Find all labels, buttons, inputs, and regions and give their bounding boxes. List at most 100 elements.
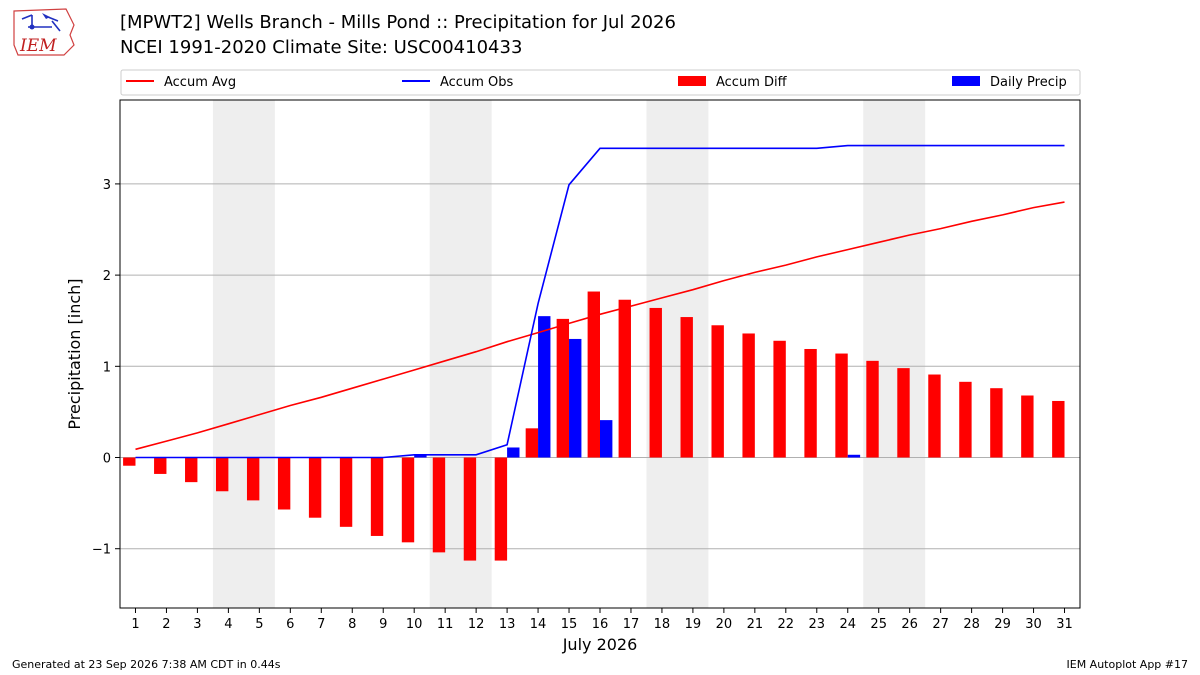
x-tick-label: 13	[499, 617, 516, 632]
x-tick-label: 9	[379, 617, 387, 632]
x-tick-label: 31	[1056, 617, 1073, 632]
daily-precip-bar	[414, 454, 427, 458]
x-tick-label: 8	[348, 617, 356, 632]
accum-diff-bar	[277, 457, 291, 510]
accum-diff-bar	[246, 457, 260, 501]
accum-diff-bar	[556, 318, 570, 458]
accum-diff-bar	[1021, 395, 1034, 458]
accum-diff-bar	[587, 291, 600, 458]
accum-diff-bar	[773, 340, 786, 458]
legend-bar-swatch	[952, 76, 980, 86]
accum-diff-bar	[494, 457, 508, 561]
daily-precip-bar	[538, 316, 551, 458]
daily-precip-bar	[569, 338, 582, 458]
x-tick-label: 15	[561, 617, 578, 632]
logo-text: IEM	[19, 36, 57, 56]
accum-diff-bar	[835, 353, 848, 458]
x-tick-label: 25	[870, 617, 887, 632]
accum-diff-bar	[959, 381, 972, 458]
accum-diff-bar	[618, 299, 631, 458]
y-tick-label: 1	[103, 360, 111, 375]
x-tick-label: 17	[623, 617, 640, 632]
x-tick-label: 12	[468, 617, 485, 632]
y-tick-label: 0	[103, 452, 111, 467]
iowa-state-outline-icon	[13, 8, 75, 56]
x-tick-label: 23	[809, 617, 826, 632]
x-tick-label: 5	[255, 617, 263, 632]
weekend-shade-band	[212, 100, 275, 608]
x-tick-label: 10	[406, 617, 423, 632]
legend: Accum Avg Accum Obs Accum Diff Daily Precip	[120, 69, 1081, 96]
iem-logo: IEM	[13, 8, 75, 56]
bars	[123, 291, 1065, 561]
x-tick-label: 16	[592, 617, 609, 632]
x-tick-label: 11	[437, 617, 454, 632]
accum-diff-bar	[711, 325, 724, 458]
y-axis-label: Precipitation [inch]	[65, 278, 84, 429]
legend-item: Accum Avg	[126, 75, 236, 90]
legend-label: Accum Avg	[164, 75, 236, 90]
x-tick-label: 19	[685, 617, 702, 632]
daily-precip-bar	[507, 447, 520, 458]
x-tick-label: 28	[963, 617, 980, 632]
accum-diff-bar	[154, 457, 167, 474]
accum-diff-bar	[463, 457, 477, 561]
x-tick-label: 3	[193, 617, 201, 632]
accum-diff-bar	[897, 368, 910, 458]
x-tick-label: 20	[716, 617, 733, 632]
x-tick-label: 4	[224, 617, 232, 632]
legend-label: Accum Diff	[716, 75, 788, 90]
accum-diff-bar	[928, 374, 941, 458]
x-tick-label: 30	[1025, 617, 1042, 632]
accum-diff-bar	[432, 457, 446, 553]
accum-diff-bar	[216, 457, 229, 492]
legend-bar-swatch	[678, 76, 706, 86]
daily-precip-bar	[600, 420, 613, 458]
x-tick-label: 14	[530, 617, 547, 632]
accum-diff-bar	[185, 457, 198, 483]
legend-label: Daily Precip	[990, 75, 1067, 90]
accum-avg-line	[135, 201, 1065, 451]
legend-item: Daily Precip	[952, 75, 1067, 90]
x-tick-label: 26	[901, 617, 918, 632]
x-tick-label: 7	[317, 617, 325, 632]
weekend-shade-band	[863, 100, 926, 608]
accum-diff-bar	[339, 457, 353, 527]
accum-diff-bar	[680, 317, 693, 458]
chart-title: [MPWT2] Wells Branch - Mills Pond :: Pre…	[120, 12, 676, 33]
accum-obs-line	[135, 144, 1065, 459]
weekend-shading	[212, 100, 926, 608]
x-tick-label: 24	[839, 617, 856, 632]
accum-diff-bar	[804, 348, 817, 458]
legend-frame	[120, 69, 1081, 96]
x-tick-label: 29	[994, 617, 1011, 632]
accum-diff-bar	[308, 457, 322, 518]
chart-subtitle: NCEI 1991-2020 Climate Site: USC00410433	[120, 37, 523, 58]
accum-diff-bar	[866, 360, 879, 458]
x-tick-label: 22	[778, 617, 795, 632]
x-tick-label: 2	[162, 617, 170, 632]
footer-app: IEM Autoplot App #17	[1066, 658, 1189, 671]
x-tick-label: 27	[932, 617, 949, 632]
accum-diff-bar	[990, 388, 1003, 458]
accum-diff-bar	[370, 457, 384, 536]
x-ticks: 1 2 3 4 5 6 7 8 9 10 11 12 13 14 15 16 17 18 19 20 21 22 23 24 2…	[131, 608, 1073, 632]
y-tick-label: 2	[103, 269, 111, 284]
x-tick-label: 1	[131, 617, 139, 632]
lines	[135, 144, 1065, 459]
legend-item: Accum Diff	[678, 75, 788, 90]
accum-diff-bar	[401, 457, 415, 543]
accum-diff-bar	[649, 307, 662, 458]
accum-diff-bar	[1052, 400, 1065, 458]
accum-diff-bar	[525, 428, 539, 458]
y-ticks: −1 0 1 2 3	[92, 178, 120, 558]
footer-generated: Generated at 23 Sep 2026 7:38 AM CDT in …	[12, 658, 281, 671]
daily-precip-bar	[847, 454, 861, 458]
x-tick-label: 21	[747, 617, 764, 632]
accum-diff-bar	[742, 333, 755, 458]
legend-item: Accum Obs	[402, 75, 513, 90]
legend-label: Accum Obs	[440, 75, 513, 90]
x-tick-label: 6	[286, 617, 294, 632]
y-tick-label: −1	[92, 543, 111, 558]
